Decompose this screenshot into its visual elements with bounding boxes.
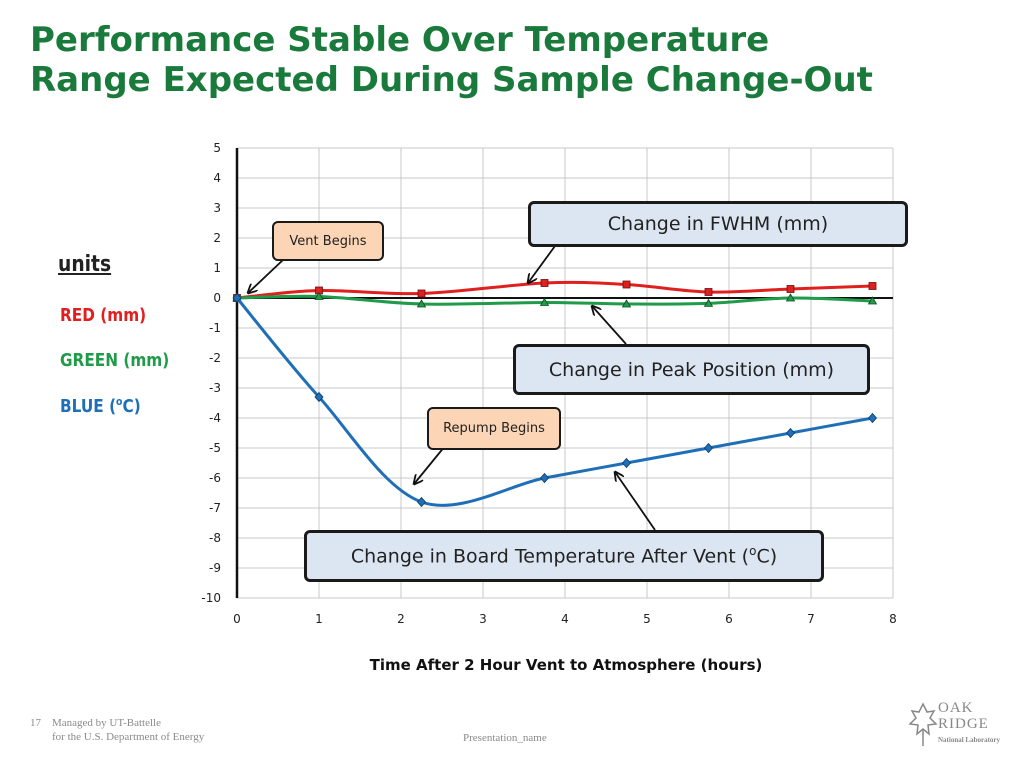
callout-vent-text: Vent Begins	[289, 233, 367, 249]
series-line-2	[235, 297, 873, 507]
callout-temp-text: Change in Board Temperature After Vent (…	[351, 544, 777, 567]
callout-board-temperature: Change in Board Temperature After Vent (…	[304, 530, 824, 582]
callout-fwhm-text: Change in FWHM (mm)	[607, 213, 829, 235]
x-tick-label: 7	[807, 612, 815, 626]
arrow-vent	[248, 258, 285, 293]
y-tick-label: 0	[213, 291, 221, 305]
y-tick-label: 4	[213, 171, 221, 185]
page-number: 17	[30, 717, 41, 729]
y-tick-label: -10	[201, 591, 221, 605]
y-tick-label: -7	[209, 501, 221, 515]
callout-peak-position: Change in Peak Position (mm)	[513, 344, 870, 395]
legend-red: RED (mm)	[60, 305, 147, 326]
x-axis-label: Time After 2 Hour Vent to Atmosphere (ho…	[370, 656, 763, 674]
logo-text-oak: OAK	[938, 700, 974, 716]
data-point-green	[416, 299, 427, 308]
data-point-red	[786, 285, 795, 293]
y-tick-label: -6	[209, 471, 221, 485]
managed-by-line-2: for the U.S. Department of Energy	[52, 731, 205, 743]
data-point-blue	[703, 442, 714, 454]
data-point-green	[703, 298, 714, 307]
y-tick-label: -2	[209, 351, 221, 365]
callout-repump-text: Repump Begins	[443, 421, 545, 436]
y-tick-label: -9	[209, 561, 221, 575]
managed-by-line-1: Managed by UT-Battelle	[52, 717, 161, 729]
y-tick-label: 2	[213, 231, 221, 245]
y-tick-label: -3	[209, 381, 221, 395]
data-point-red	[417, 289, 426, 298]
series-line-1	[236, 294, 873, 306]
slide-title-line-2: Range Expected During Sample Change-Out	[30, 60, 873, 100]
data-point-blue	[232, 292, 242, 304]
presentation-name: Presentation_name	[463, 732, 547, 744]
data-point-red	[704, 288, 713, 296]
x-tick-label: 2	[397, 612, 405, 626]
units-heading: units	[58, 252, 112, 277]
callout-repump-begins: Repump Begins	[427, 407, 561, 450]
data-point-green	[539, 297, 550, 306]
x-tick-label: 3	[479, 612, 487, 626]
slide-title: Performance Stable Over Temperature Rang…	[30, 20, 1010, 100]
data-point-red	[868, 282, 877, 290]
data-point-blue	[621, 457, 632, 469]
y-tick-label: 3	[213, 201, 221, 215]
arrow-repump	[414, 445, 446, 484]
oak-leaf-icon	[908, 702, 938, 746]
x-tick-label: 5	[643, 612, 651, 626]
callout-vent-begins: Vent Begins	[272, 221, 384, 261]
y-tick-label: -4	[209, 411, 221, 425]
y-tick-label: 1	[213, 261, 221, 275]
chart-series	[232, 279, 878, 508]
data-point-green	[867, 296, 878, 305]
y-tick-label: -5	[209, 441, 221, 455]
arrow-temperature	[615, 472, 656, 531]
data-point-blue	[416, 496, 427, 508]
callout-temp-sup: o	[749, 544, 757, 559]
x-tick-label: 0	[233, 612, 241, 626]
data-point-blue	[539, 472, 550, 484]
callout-peak-text: Change in Peak Position (mm)	[548, 358, 835, 381]
x-tick-label: 1	[315, 612, 323, 626]
x-tick-label: 4	[561, 612, 569, 626]
legend-blue-prefix: BLUE (	[60, 396, 117, 417]
data-point-blue	[867, 412, 878, 424]
data-point-green	[314, 291, 324, 300]
data-point-red	[622, 280, 631, 289]
series-line-0	[236, 280, 873, 300]
logo-text-national-laboratory: National Laboratory	[938, 736, 1001, 744]
y-tick-label: 5	[213, 141, 221, 155]
legend-green: GREEN (mm)	[60, 350, 170, 371]
callout-temp-prefix: Change in Board Temperature After Vent (	[350, 545, 750, 568]
callout-arrows	[248, 245, 656, 531]
data-point-blue	[785, 427, 796, 439]
slide-title-line-1: Performance Stable Over Temperature	[30, 20, 770, 60]
data-point-blue	[314, 391, 324, 403]
callout-temp-suffix: C)	[756, 545, 778, 568]
data-point-green	[785, 293, 796, 302]
y-tick-label: -8	[209, 531, 221, 545]
x-tick-label: 8	[889, 612, 897, 626]
chart-tick-labels: 5 4 3 2 1 0 -1 -2 -3 -4 -5 -6 -7 -8 -9 -10 0 1 2 3 4 5 6 7 8	[201, 141, 896, 626]
y-tick-label: -1	[209, 321, 221, 335]
data-point-red	[540, 279, 549, 287]
x-tick-label: 6	[725, 612, 733, 626]
legend-blue: BLUE (oC)	[60, 395, 141, 417]
data-point-green	[621, 299, 632, 308]
legend-blue-suffix: C)	[122, 396, 141, 417]
legend-blue-sup: o	[116, 395, 123, 408]
arrow-peak	[592, 306, 627, 345]
logo-text-ridge: RIDGE	[938, 716, 989, 732]
oak-ridge-logo: OAK RIDGE National Laboratory	[908, 700, 1008, 750]
units-legend: units RED (mm) GREEN (mm) BLUE (oC)	[58, 252, 169, 417]
arrow-fwhm	[528, 245, 556, 283]
callout-fwhm: Change in FWHM (mm)	[528, 201, 908, 247]
